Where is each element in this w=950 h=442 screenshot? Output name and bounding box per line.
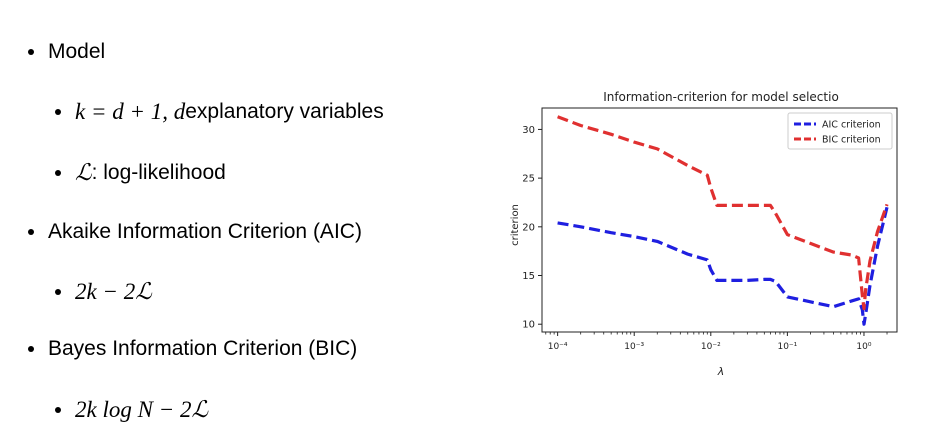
x-tick-label: 10⁰ — [856, 342, 871, 352]
chart-title: Information-criterion for model selectio — [603, 90, 839, 104]
bullet-dot — [55, 407, 61, 413]
y-tick-label: 15 — [522, 271, 535, 282]
bullet-dot — [28, 346, 34, 352]
plot-axes: 10 15 20 25 30 10⁻⁴ 10⁻³ 10⁻² 10⁻¹ 10⁰ — [522, 107, 898, 352]
bullet-aic: Akaike Information Criterion (AIC) — [28, 220, 362, 244]
bullet-text: explanatory variables — [185, 100, 384, 123]
bullet-text: Model — [48, 40, 106, 63]
bullet-dot — [55, 289, 61, 295]
bullet-bic-formula: 2k log N − 2ℒ — [55, 397, 208, 423]
x-tick-label: 10⁻² — [701, 342, 721, 352]
bullet-dot — [55, 170, 61, 176]
x-tick-label: 10⁻⁴ — [548, 342, 568, 352]
bullet-model: Model — [28, 40, 105, 64]
bullet-text: Akaike Information Criterion (AIC) — [48, 220, 362, 243]
x-tick-label: 10⁻³ — [624, 342, 644, 352]
bullet-text: Bayes Information Criterion (BIC) — [48, 337, 358, 360]
x-axis-label: λ — [717, 365, 725, 378]
series-line-bic-criterion — [557, 115, 889, 311]
y-tick-label: 25 — [522, 174, 535, 185]
bullet-log-likelihood: ℒ : log-likelihood — [55, 160, 226, 186]
bullet-text: : log-likelihood — [91, 161, 226, 184]
bullet-math: k = d + 1, d — [75, 99, 186, 124]
y-tick-label: 10 — [522, 320, 535, 331]
x-tick-label: 10⁻¹ — [777, 342, 797, 352]
bullet-aic-formula: 2k − 2ℒ — [55, 279, 152, 305]
bullet-dot — [28, 229, 34, 235]
legend-label: AIC criterion — [822, 120, 881, 131]
bullet-k-definition: k = d + 1, d explanatory variables — [55, 99, 384, 125]
legend-label: BIC criterion — [822, 135, 881, 146]
bullet-bic: Bayes Information Criterion (BIC) — [28, 337, 357, 361]
bullet-math: ℒ — [75, 160, 92, 185]
plot-series — [557, 115, 889, 326]
y-axis-label: criterion — [510, 204, 521, 246]
y-tick-label: 30 — [522, 125, 535, 136]
bullet-dot — [55, 109, 61, 115]
bullet-math: 2k log N − 2ℒ — [75, 397, 209, 422]
series-line-aic-criterion — [557, 206, 889, 326]
y-tick-label: 20 — [522, 222, 535, 233]
chart-legend: AIC criterion BIC criterion — [787, 112, 893, 150]
plot-frame — [541, 107, 898, 333]
bullet-math: 2k − 2ℒ — [75, 279, 152, 304]
bullet-dot — [28, 49, 34, 55]
